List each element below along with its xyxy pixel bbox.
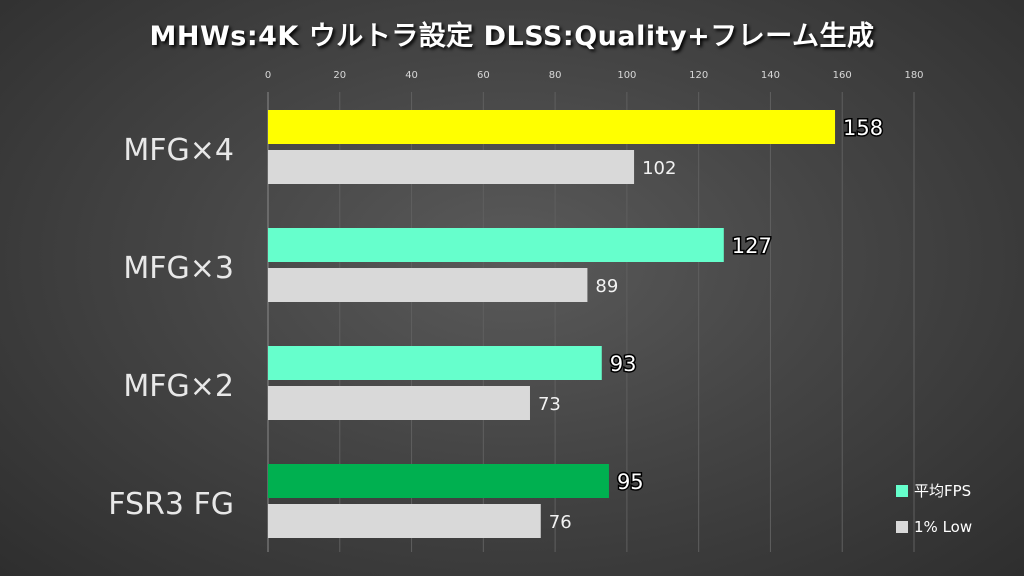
- legend-label-1: 1% Low: [914, 518, 972, 536]
- value-label-low-3: 76: [549, 512, 572, 533]
- x-tick-label: 20: [333, 70, 346, 81]
- x-tick-labels: 0 20 40 60 80 100 120 140 160 180: [265, 70, 924, 81]
- bar-low-1: [268, 268, 588, 302]
- category-label: MFG×2: [123, 369, 234, 404]
- bars: 158 102 127 89 93 73 95 76: [268, 110, 885, 538]
- x-tick-label: 120: [689, 70, 708, 81]
- x-tick-label: 160: [833, 70, 852, 81]
- value-label-avg-2: 93: [610, 352, 637, 376]
- value-label-low-0: 102: [642, 158, 676, 179]
- x-tick-label: 60: [477, 70, 490, 81]
- x-tick-label: 100: [617, 70, 636, 81]
- category-label: MFG×4: [123, 133, 234, 168]
- x-tick-label: 80: [549, 70, 562, 81]
- bar-avg-1: [268, 228, 724, 262]
- x-tick-label: 140: [761, 70, 780, 81]
- value-label-low-1: 89: [595, 276, 618, 297]
- legend-swatch-0: [896, 485, 908, 497]
- value-label-avg-3: 95: [617, 470, 644, 494]
- bar-low-0: [268, 150, 635, 184]
- legend-swatch-1: [896, 521, 908, 533]
- legend-label-0: 平均FPS: [914, 482, 971, 500]
- x-tick-label: 0: [265, 70, 271, 81]
- bar-avg-0: [268, 110, 836, 144]
- x-tick-label: 40: [405, 70, 418, 81]
- category-label: FSR3 FG: [108, 487, 234, 522]
- category-labels: MFG×4 MFG×3 MFG×2 FSR3 FG: [108, 133, 234, 522]
- bar-low-3: [268, 504, 541, 538]
- value-label-low-2: 73: [538, 394, 561, 415]
- value-label-avg-1: 127: [732, 234, 772, 258]
- legend: 平均FPS 1% Low: [896, 482, 972, 536]
- chart-title: MHWs:4K ウルトラ設定 DLSS:Quality+フレーム生成: [149, 21, 875, 52]
- value-label-avg-0: 158: [843, 116, 883, 140]
- bar-avg-3: [268, 464, 609, 498]
- bar-avg-2: [268, 346, 602, 380]
- category-label: MFG×3: [123, 251, 234, 286]
- bar-low-2: [268, 386, 530, 420]
- x-tick-label: 180: [904, 70, 923, 81]
